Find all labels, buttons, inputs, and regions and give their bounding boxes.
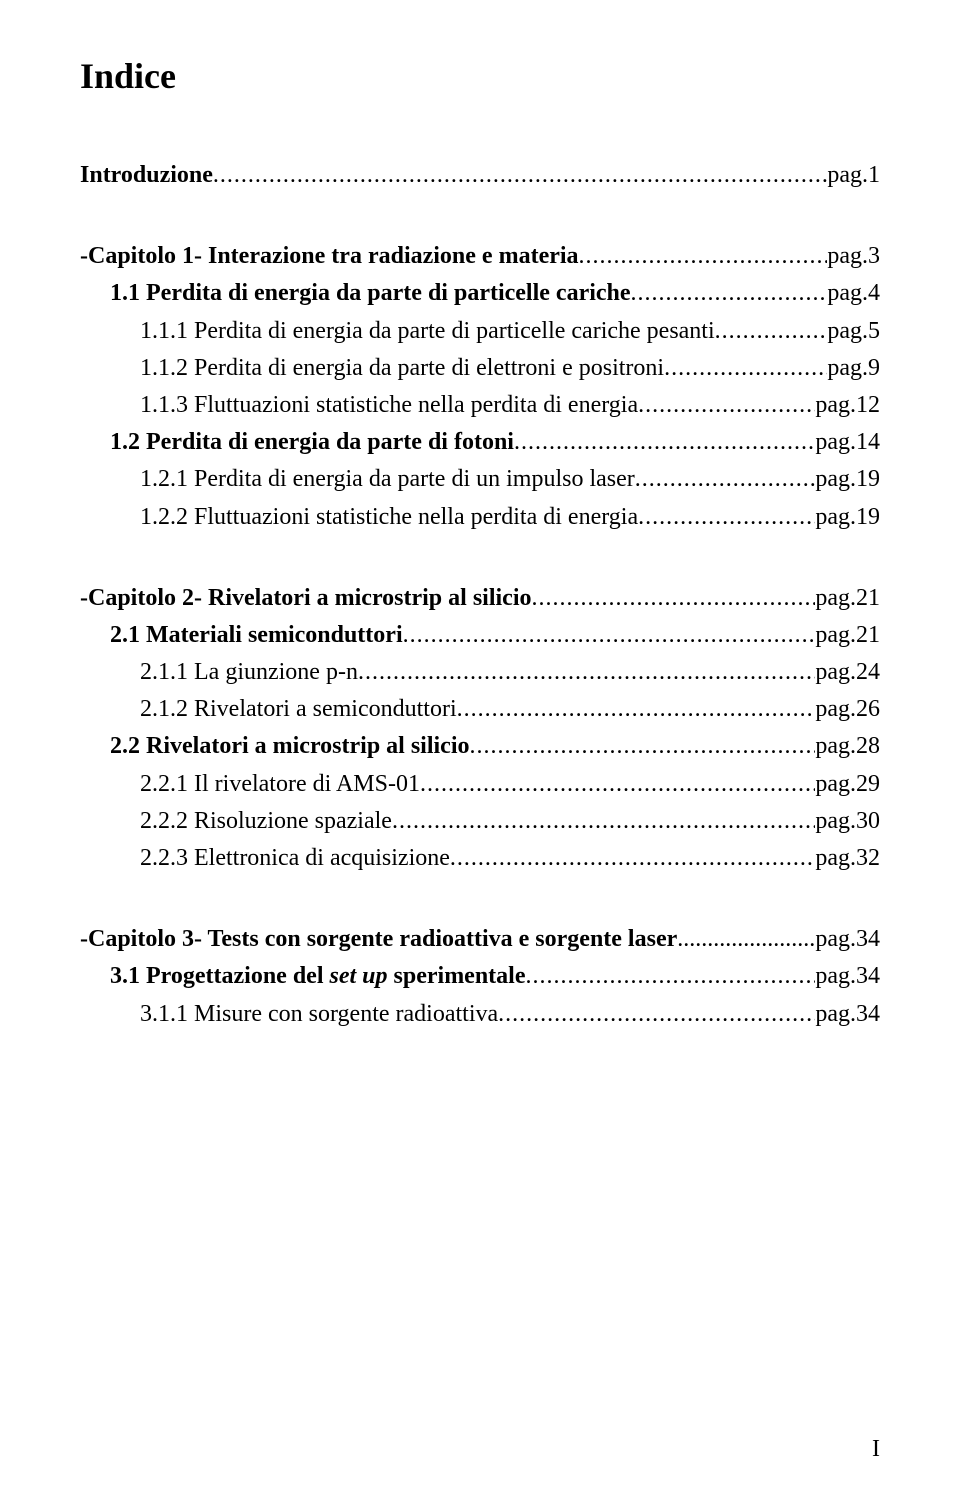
toc-label: 1.2 Perdita di energia da parte di foton… [110, 424, 514, 461]
toc-line: 1.1.2 Perdita di energia da parte di ele… [80, 350, 880, 387]
toc-leader [403, 617, 816, 654]
toc-line: 2.2.1 Il rivelatore di AMS-01 pag.29 [80, 766, 880, 803]
toc-label: 2.2.3 Elettronica di acquisizione [140, 840, 450, 877]
toc-leader [420, 766, 815, 803]
toc-line: -Capitolo 2- Rivelatori a microstrip al … [80, 580, 880, 617]
toc-label: 2.1.1 La giunzione p-n [140, 654, 358, 691]
toc-leader [532, 580, 816, 617]
toc-line: 1.2.1 Perdita di energia da parte di un … [80, 461, 880, 498]
toc-line: -Capitolo 3- Tests con sorgente radioatt… [80, 921, 880, 958]
toc-leader [514, 424, 815, 461]
toc-page: pag.30 [815, 803, 880, 840]
toc-label: 3.1.1 Misure con sorgente radioattiva [140, 996, 498, 1033]
toc-leader [358, 654, 815, 691]
toc-page: pag.32 [815, 840, 880, 877]
toc-line: 1.2.2 Fluttuazioni statistiche nella per… [80, 499, 880, 536]
toc-line: 2.1 Materiali semiconduttori pag.21 [80, 617, 880, 654]
toc-leader [450, 840, 815, 877]
toc-leader [498, 996, 815, 1033]
toc-label: Introduzione [80, 157, 213, 194]
toc-page: pag.26 [815, 691, 880, 728]
toc-page: pag.12 [815, 387, 880, 424]
toc-line: 2.1.1 La giunzione p-n pag.24 [80, 654, 880, 691]
toc-line: 3.1 Progettazione del set up sperimental… [80, 958, 880, 995]
toc-line: 1.1 Perdita di energia da parte di parti… [80, 275, 880, 312]
toc-label: 2.1.2 Rivelatori a semiconduttori [140, 691, 457, 728]
page-title: Indice [80, 55, 880, 97]
toc-page: pag.9 [827, 350, 880, 387]
toc-page: pag.4 [827, 275, 880, 312]
toc-container: Introduzione pag.1 -Capitolo 1- Interazion… [80, 157, 880, 1033]
toc-line: 1.1.1 Perdita di energia da parte di par… [80, 313, 880, 350]
toc-page: pag.14 [815, 424, 880, 461]
toc-label: 1.1 Perdita di energia da parte di parti… [110, 275, 631, 312]
toc-line: 1.1.3 Fluttuazioni statistiche nella per… [80, 387, 880, 424]
toc-leader [664, 350, 827, 387]
toc-leader [677, 921, 815, 958]
toc-leader [470, 728, 816, 765]
page: Indice Introduzione pag.1 -Capitolo 1- Int… [0, 0, 960, 1493]
toc-line: 2.1.2 Rivelatori a semiconduttori pag.26 [80, 691, 880, 728]
toc-label: 2.2 Rivelatori a microstrip al silicio [110, 728, 470, 765]
toc-label: 2.2.1 Il rivelatore di AMS-01 [140, 766, 420, 803]
toc-page: pag.28 [815, 728, 880, 765]
toc-label: -Capitolo 3- Tests con sorgente radioatt… [80, 921, 677, 958]
toc-label: -Capitolo 1- Interazione tra radiazione … [80, 238, 579, 275]
toc-leader [715, 313, 828, 350]
toc-page: pag.5 [827, 313, 880, 350]
toc-label: 1.2.1 Perdita di energia da parte di un … [140, 461, 635, 498]
page-number: I [872, 1436, 880, 1463]
toc-page: pag.21 [815, 617, 880, 654]
toc-leader [635, 461, 816, 498]
toc-page: pag.19 [815, 499, 880, 536]
toc-page: pag.34 [815, 996, 880, 1033]
toc-leader [526, 958, 816, 995]
toc-label: 1.1.2 Perdita di energia da parte di ele… [140, 350, 664, 387]
toc-line: 1.2 Perdita di energia da parte di foton… [80, 424, 880, 461]
toc-page: pag.1 [827, 157, 880, 194]
toc-page: pag.34 [815, 921, 880, 958]
toc-page: pag.21 [815, 580, 880, 617]
toc-label: 1.1.3 Fluttuazioni statistiche nella per… [140, 387, 638, 424]
toc-line: -Capitolo 1- Interazione tra radiazione … [80, 238, 880, 275]
toc-line: Introduzione pag.1 [80, 157, 880, 194]
toc-line: 2.2 Rivelatori a microstrip al silicio pa… [80, 728, 880, 765]
toc-leader [457, 691, 816, 728]
toc-page: pag.24 [815, 654, 880, 691]
toc-leader [579, 238, 828, 275]
toc-page: pag.19 [815, 461, 880, 498]
toc-leader [213, 157, 827, 194]
toc-page: pag.3 [827, 238, 880, 275]
toc-label: 1.1.1 Perdita di energia da parte di par… [140, 313, 715, 350]
toc-line: 2.2.2 Risoluzione spaziale pag.30 [80, 803, 880, 840]
toc-label: 2.1 Materiali semiconduttori [110, 617, 403, 654]
toc-label: -Capitolo 2- Rivelatori a microstrip al … [80, 580, 532, 617]
toc-line: 2.2.3 Elettronica di acquisizione pag.32 [80, 840, 880, 877]
toc-page: pag.29 [815, 766, 880, 803]
toc-leader [392, 803, 815, 840]
toc-leader [631, 275, 828, 312]
toc-label: 3.1 Progettazione del set up sperimental… [110, 958, 526, 995]
toc-leader [638, 499, 815, 536]
toc-page: pag.34 [815, 958, 880, 995]
toc-line: 3.1.1 Misure con sorgente radioattiva pag… [80, 996, 880, 1033]
toc-label: 2.2.2 Risoluzione spaziale [140, 803, 392, 840]
toc-leader [638, 387, 815, 424]
toc-label: 1.2.2 Fluttuazioni statistiche nella per… [140, 499, 638, 536]
